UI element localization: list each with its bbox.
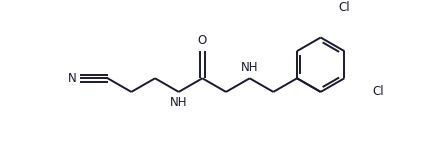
Text: N: N [68, 72, 76, 85]
Text: O: O [198, 34, 207, 47]
Text: NH: NH [170, 96, 187, 109]
Text: Cl: Cl [339, 1, 350, 14]
Text: NH: NH [241, 61, 259, 74]
Text: Cl: Cl [372, 85, 384, 98]
